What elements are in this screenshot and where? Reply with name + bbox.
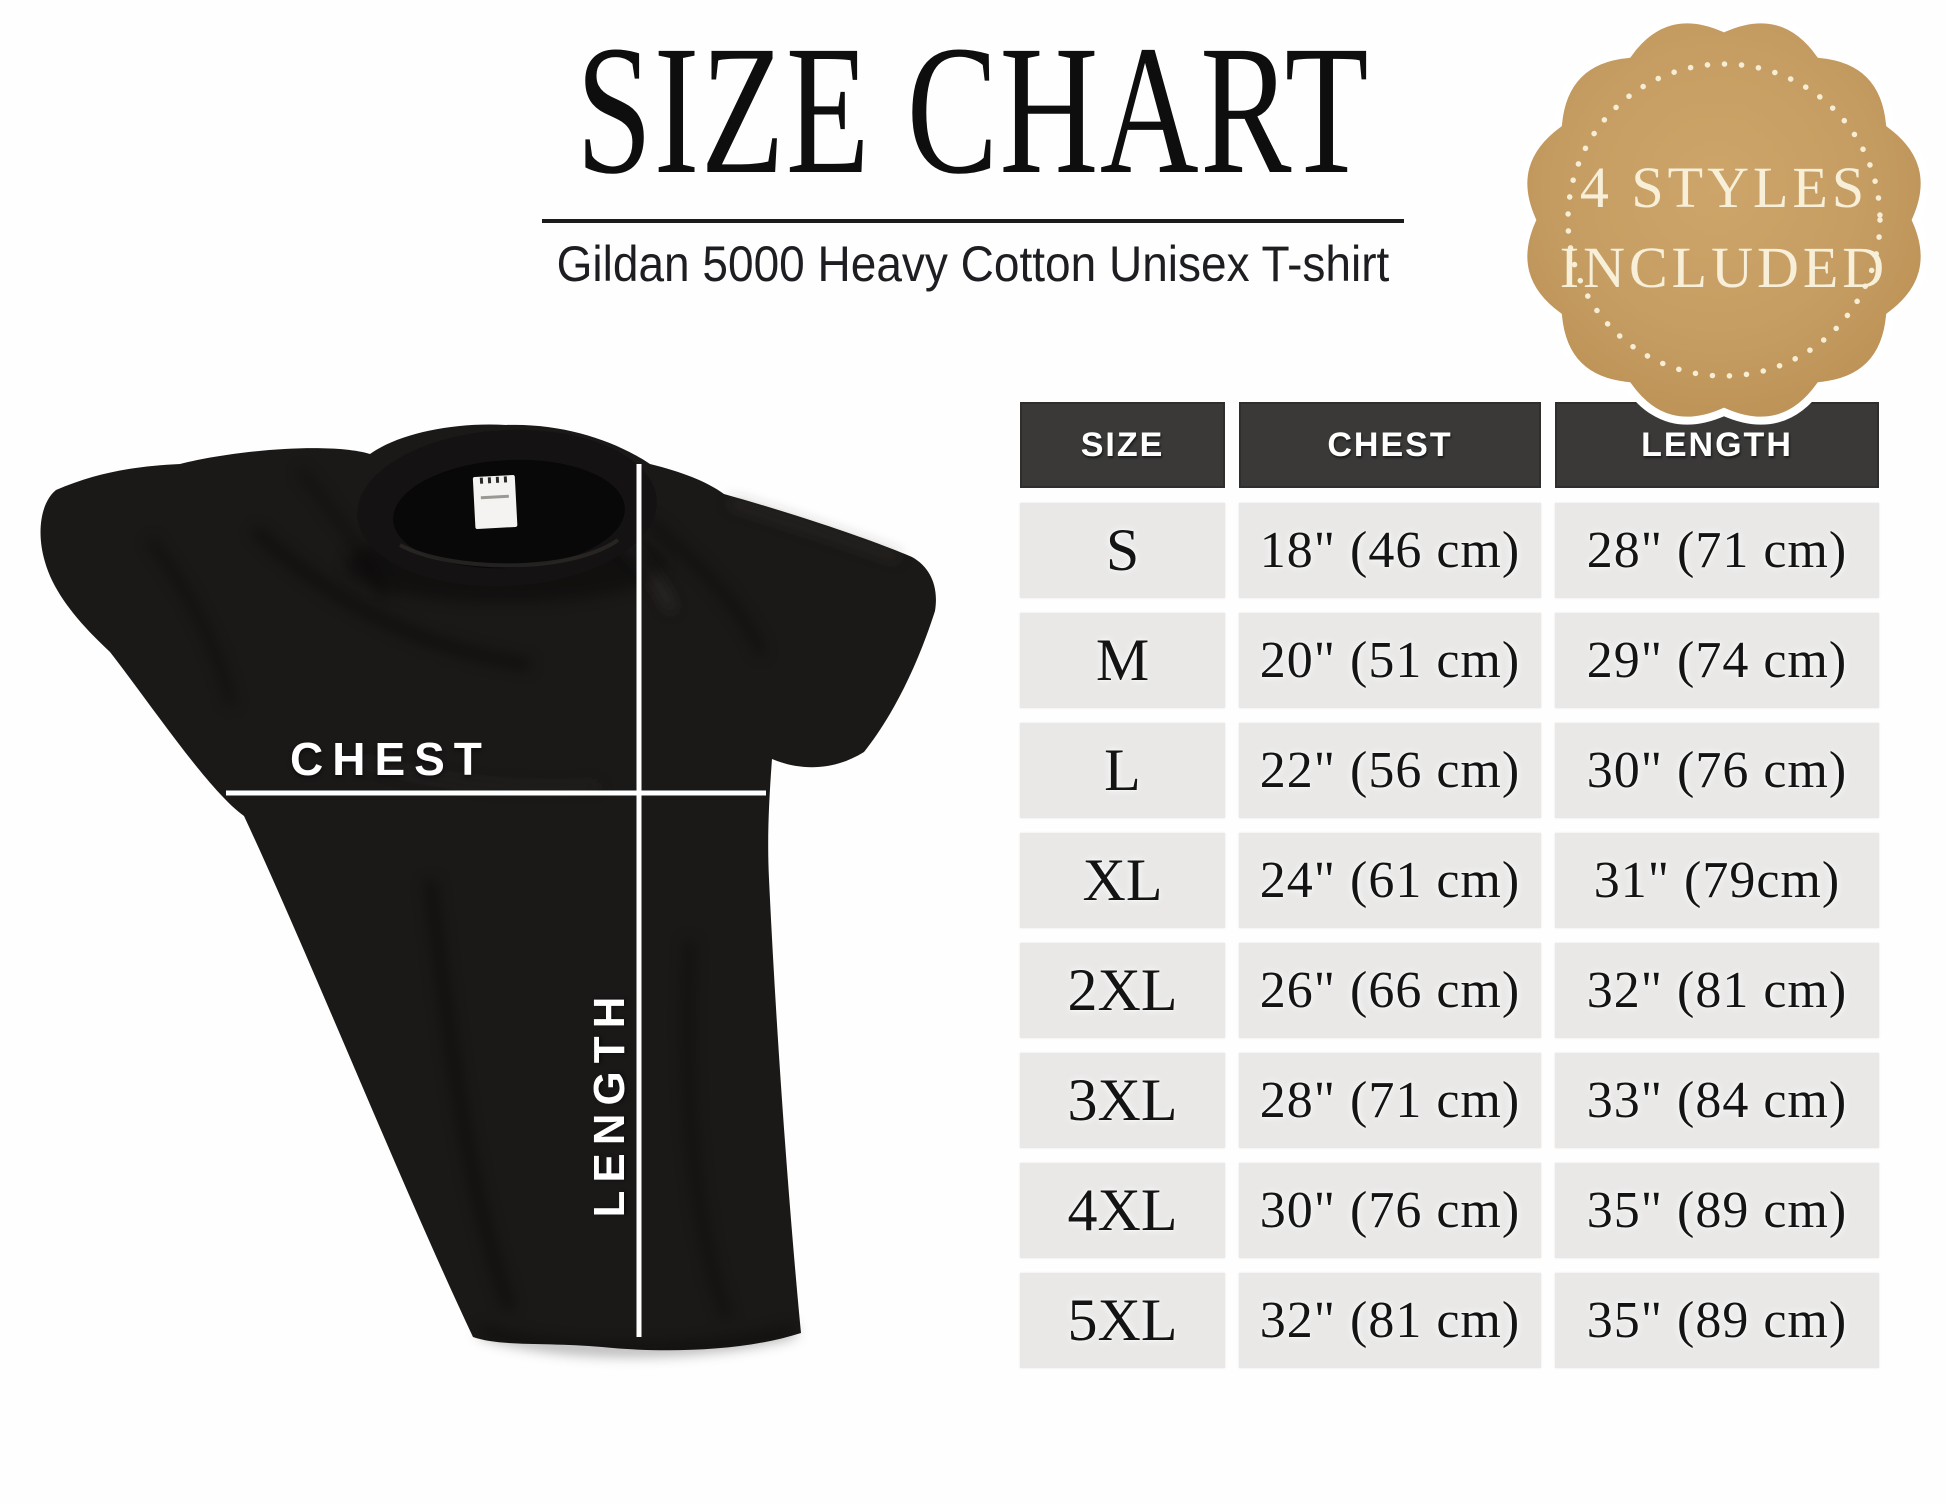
row-l-length: 30" (76 cm): [1555, 723, 1879, 818]
row-2xl-chest: 26" (66 cm): [1239, 943, 1541, 1038]
row-2xl-length: 32" (81 cm): [1555, 943, 1879, 1038]
row-4xl-size: 4XL: [1020, 1163, 1225, 1258]
chest-label: CHEST: [290, 733, 491, 785]
row-4xl-length: 35" (89 cm): [1555, 1163, 1879, 1258]
row-m-size: M: [1020, 613, 1225, 708]
neck-tag: [472, 475, 518, 529]
row-2xl-size: 2XL: [1020, 943, 1225, 1038]
row-s-length: 28" (71 cm): [1555, 503, 1879, 598]
row-s-chest: 18" (46 cm): [1239, 503, 1541, 598]
row-l-size: L: [1020, 723, 1225, 818]
row-3xl-length: 33" (84 cm): [1555, 1053, 1879, 1148]
row-xl-size: XL: [1020, 833, 1225, 928]
length-label: LENGTH: [585, 988, 634, 1218]
page-subtitle: Gildan 5000 Heavy Cotton Unisex T-shirt: [556, 236, 1390, 292]
row-s-size: S: [1020, 503, 1225, 598]
row-l-chest: 22" (56 cm): [1239, 723, 1541, 818]
table-header-length: LENGTH: [1555, 402, 1879, 488]
table-header-size: SIZE: [1020, 402, 1225, 488]
row-xl-length: 31" (79cm): [1555, 833, 1879, 928]
size-table: SIZE CHEST LENGTH S 18" (46 cm) 28" (71 …: [1020, 402, 1880, 1368]
row-5xl-length: 35" (89 cm): [1555, 1273, 1879, 1368]
page-title: SIZE CHART: [576, 8, 1370, 213]
row-5xl-chest: 32" (81 cm): [1239, 1273, 1541, 1368]
row-xl-chest: 24" (61 cm): [1239, 833, 1541, 928]
row-4xl-chest: 30" (76 cm): [1239, 1163, 1541, 1258]
row-3xl-size: 3XL: [1020, 1053, 1225, 1148]
table-header-chest: CHEST: [1239, 402, 1541, 488]
row-m-length: 29" (74 cm): [1555, 613, 1879, 708]
title-underline: [542, 219, 1404, 223]
row-5xl-size: 5XL: [1020, 1273, 1225, 1368]
row-m-chest: 20" (51 cm): [1239, 613, 1541, 708]
tshirt-silhouette: [40, 424, 936, 1355]
row-3xl-chest: 28" (71 cm): [1239, 1053, 1541, 1148]
